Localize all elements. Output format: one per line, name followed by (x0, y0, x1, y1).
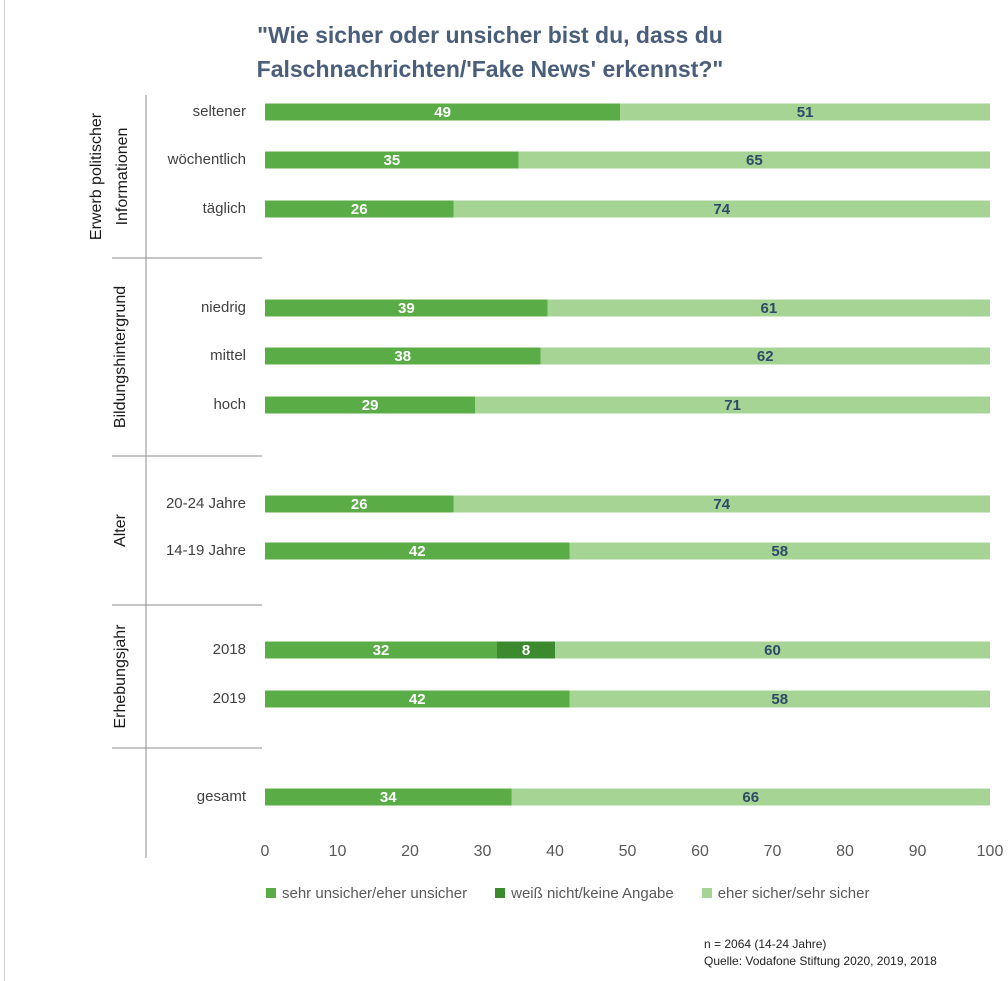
bar-value-label: 34 (380, 789, 397, 806)
x-tick-label: 0 (261, 843, 270, 860)
bar-segment (265, 299, 548, 317)
bar-segment (453, 495, 990, 513)
legend-swatch-unsicher (266, 888, 276, 898)
bar-segment (265, 151, 519, 169)
x-tick-label: 30 (474, 843, 492, 860)
row-label: 14-19 Jahre (166, 542, 246, 559)
legend-swatch-weiss-nicht (495, 888, 506, 898)
legend-label-sicher: eher sicher/sehr sicher (717, 884, 870, 902)
x-tick-label: 80 (836, 843, 854, 860)
bar-value-label: 71 (724, 397, 741, 414)
x-tick-label: 90 (909, 843, 927, 860)
group-label-2-line-1: Bildungshintergrund (112, 286, 129, 428)
row-label: 20-24 Jahre (166, 495, 246, 512)
bar-value-label: 26 (351, 496, 368, 513)
group-label-1-line-2: Informationen (114, 128, 131, 226)
bar-segment (453, 200, 990, 218)
row-label: 2019 (213, 690, 246, 707)
bar-value-label: 66 (742, 789, 759, 806)
bar-value-label: 8 (522, 642, 530, 659)
bar-segment (540, 347, 990, 365)
bar-value-label: 49 (434, 104, 451, 121)
bar-value-label: 26 (351, 201, 368, 218)
legend-item-unsicher: sehr unsicher/eher unsicher (266, 885, 467, 902)
bar-value-label: 38 (394, 348, 411, 365)
legend-item-weiss-nicht: weiß nicht/keine Angabe (495, 885, 674, 902)
legend: sehr unsicher/eher unsicher weiß nicht/k… (266, 882, 897, 904)
bar-segment (265, 347, 541, 365)
footnotes: n = 2064 (14-24 Jahre) Quelle: Vodafone … (704, 936, 937, 970)
bar-segment (555, 641, 990, 659)
bar-value-label: 74 (713, 201, 730, 218)
bar-value-label: 42 (409, 543, 426, 560)
x-tick-label: 100 (977, 843, 1004, 860)
row-label: mittel (210, 347, 246, 364)
x-tick-label: 50 (619, 843, 637, 860)
legend-item-sicher: eher sicher/sehr sicher (701, 884, 870, 902)
bar-segment (265, 690, 570, 708)
bar-value-label: 42 (409, 691, 426, 708)
source-note: Quelle: Vodafone Stiftung 2020, 2019, 20… (704, 954, 937, 968)
chart-title: "Wie sicher oder unsicher bist du, dass … (150, 18, 830, 86)
row-label: gesamt (197, 788, 247, 805)
bar-segment (569, 690, 990, 708)
bar-value-label: 65 (746, 152, 763, 169)
row-label: hoch (213, 396, 246, 413)
x-tick-label: 40 (546, 843, 564, 860)
bar-segment (620, 103, 990, 121)
bar-value-label: 74 (713, 496, 730, 513)
bar-segment (547, 299, 990, 317)
bar-segment (265, 396, 476, 414)
bar-segment (511, 788, 990, 806)
bar-value-label: 60 (764, 642, 781, 659)
bar-segment (265, 495, 454, 513)
frame-border (4, 0, 5, 981)
bar-value-label: 58 (771, 691, 788, 708)
row-label: seltener (193, 103, 246, 120)
bar-segment (265, 103, 621, 121)
bar-segment (265, 200, 454, 218)
bar-segment (518, 151, 990, 169)
group-label-3-line-1: Alter (112, 513, 129, 547)
row-label: 2018 (213, 641, 246, 658)
bar-segment (569, 542, 990, 560)
bar-value-label: 32 (373, 642, 390, 659)
bar-segment (265, 641, 497, 659)
row-label: wöchentlich (167, 151, 246, 168)
bar-value-label: 62 (757, 348, 774, 365)
row-label: niedrig (201, 299, 246, 316)
bar-segment (475, 396, 990, 414)
x-tick-label: 70 (764, 843, 782, 860)
chart-title-line-2: Falschnachrichten/'Fake News' erkennst?" (256, 56, 724, 82)
x-tick-label: 60 (691, 843, 709, 860)
legend-swatch-sicher (701, 888, 712, 898)
bar-value-label: 61 (761, 300, 778, 317)
bar-value-label: 58 (771, 543, 788, 560)
legend-label-weiss-nicht: weiß nicht/keine Angabe (511, 884, 674, 902)
chart-title-line-1: "Wie sicher oder unsicher bist du, dass … (257, 22, 723, 48)
bar-segment (497, 641, 555, 659)
x-tick-label: 10 (329, 843, 347, 860)
legend-label-unsicher: sehr unsicher/eher unsicher (282, 884, 468, 902)
bar-value-label: 35 (384, 152, 401, 169)
group-label-4-line-1: Erhebungsjahr (112, 624, 129, 729)
bar-segment (265, 788, 512, 806)
x-tick-label: 20 (401, 843, 419, 860)
row-label: täglich (203, 200, 246, 217)
bar-value-label: 29 (362, 397, 379, 414)
sample-size-note: n = 2064 (14-24 Jahre) (704, 937, 827, 951)
bar-segment (265, 542, 570, 560)
bar-value-label: 51 (797, 104, 814, 121)
bar-value-label: 39 (398, 300, 415, 317)
group-label-1-line-1: Erwerb politischer (88, 112, 105, 240)
